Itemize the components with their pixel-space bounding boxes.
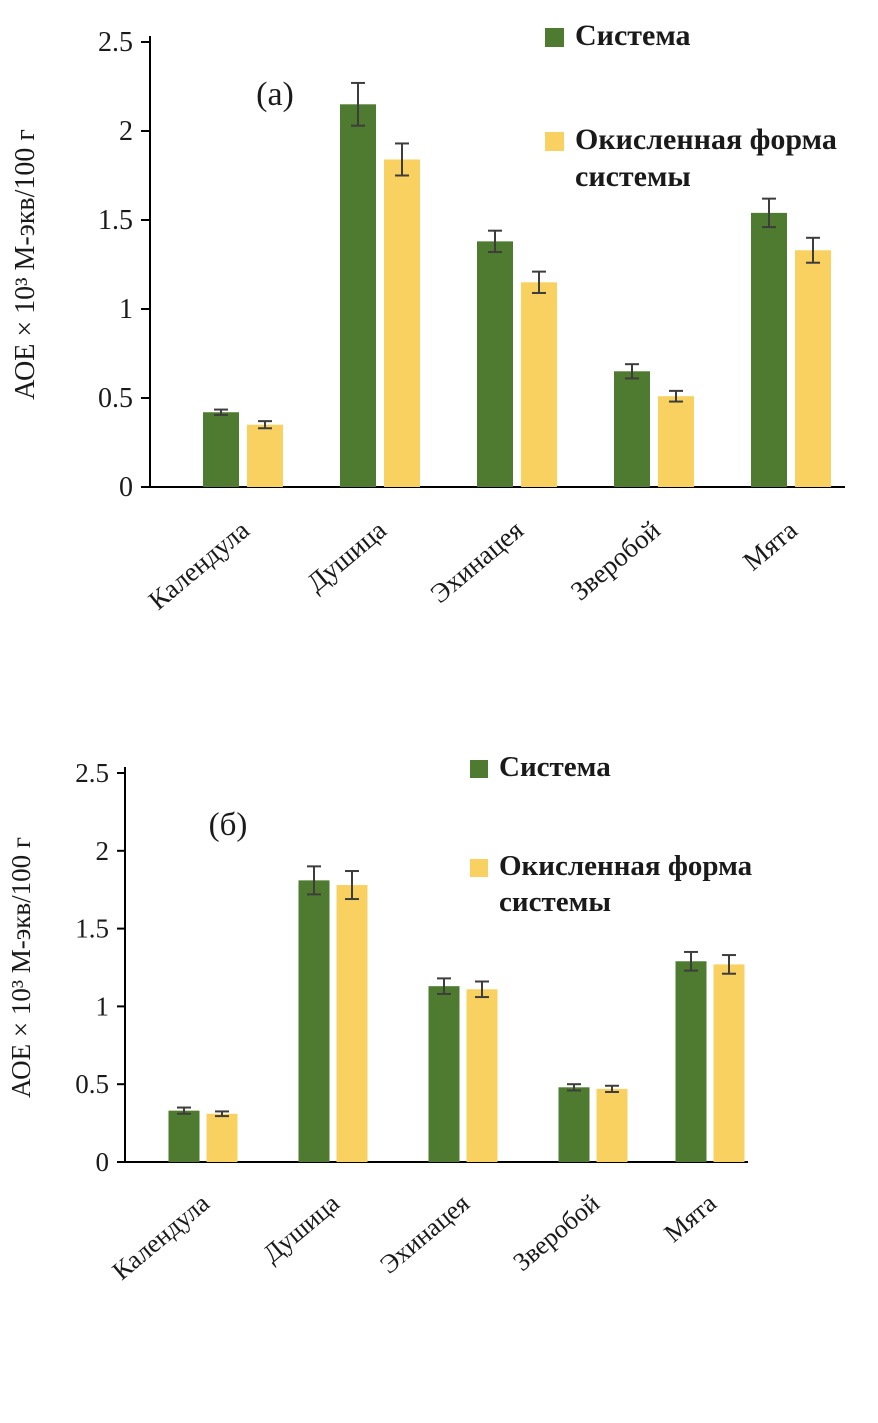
bar-series-1: [658, 396, 694, 487]
bar-series-0: [558, 1087, 590, 1162]
legend-label: Система: [499, 751, 611, 783]
legend-swatch: [545, 28, 564, 47]
bar-series-1: [336, 885, 368, 1162]
x-category-label: Календула: [143, 515, 255, 616]
bar-series-1: [466, 989, 498, 1162]
bar-series-0: [428, 986, 460, 1162]
bar-series-1: [521, 282, 557, 487]
bar-series-0: [614, 371, 650, 487]
bar-series-0: [340, 104, 376, 488]
bar-series-1: [713, 964, 745, 1162]
y-axis-title: АОЕ × 10³ М-экв/100 г: [10, 129, 41, 400]
x-category-label: Мята: [659, 1188, 723, 1248]
y-tick-label: 0.5: [98, 383, 133, 414]
chart-a-svg: 0 0.5 1 1.5 2 2.5 АОЕ × 10³ М-экв/100 г (а) Кале…: [10, 19, 845, 616]
bar-series-1: [596, 1088, 628, 1162]
legend-label: Окисленная форма: [575, 123, 837, 156]
legend-label: Система: [575, 19, 691, 52]
y-tick-label: 0: [119, 472, 133, 503]
bar-series-0: [675, 961, 707, 1162]
x-category-label: Эхинацея: [424, 515, 528, 609]
chart-b: 0 0.5 1 1.5 2 2.5 АОЕ × 10³ М-экв/100 г (б) Кале…: [0, 735, 878, 1423]
y-tick-label: 2.5: [98, 27, 133, 58]
y-tick-label: 1: [96, 991, 110, 1021]
bar-series-0: [477, 241, 513, 487]
chart-a: 0 0.5 1 1.5 2 2.5 АОЕ × 10³ М-экв/100 г (а) Кале…: [10, 19, 845, 616]
panel-label: (б): [209, 807, 248, 843]
bar-series-0: [203, 412, 239, 487]
legend-label: системы: [499, 886, 611, 918]
bar-series-0: [298, 880, 330, 1162]
y-tick-label: 2: [96, 836, 110, 866]
x-category-label: Зверобой: [507, 1188, 604, 1276]
x-category-label: Зверобой: [565, 515, 666, 607]
legend-swatch: [545, 132, 564, 151]
legend-label: Окисленная форма: [499, 850, 753, 882]
legend-swatch: [470, 760, 488, 778]
y-axis-title: АОЕ × 10³ М-экв/100 г: [6, 837, 36, 1098]
y-tick-label: 1: [119, 294, 133, 325]
y-tick-label: 1.5: [98, 205, 133, 236]
y-tick-label: 1.5: [75, 914, 109, 944]
legend-swatch: [470, 859, 488, 877]
x-category-label: Эхинацея: [374, 1188, 475, 1279]
y-tick-label: 2: [119, 116, 133, 147]
bar-series-1: [384, 159, 420, 488]
bar-series-0: [751, 212, 787, 487]
bar-series-1: [206, 1113, 238, 1162]
chart-b-svg: 0 0.5 1 1.5 2 2.5 АОЕ × 10³ М-экв/100 г (б) Кале…: [6, 751, 753, 1286]
y-tick-label: 0: [96, 1147, 110, 1177]
y-tick-label: 0.5: [75, 1069, 109, 1099]
x-category-label: Душица: [301, 515, 392, 598]
bar-series-0: [168, 1110, 200, 1162]
panel-label: (а): [256, 76, 294, 113]
bar-series-1: [795, 250, 831, 487]
bar-series-1: [247, 424, 283, 487]
y-tick-label: 2.5: [75, 758, 109, 788]
legend-label: системы: [575, 160, 691, 193]
x-category-label: Календула: [107, 1188, 215, 1286]
x-category-label: Мята: [737, 515, 803, 577]
x-category-label: Душица: [257, 1188, 345, 1268]
